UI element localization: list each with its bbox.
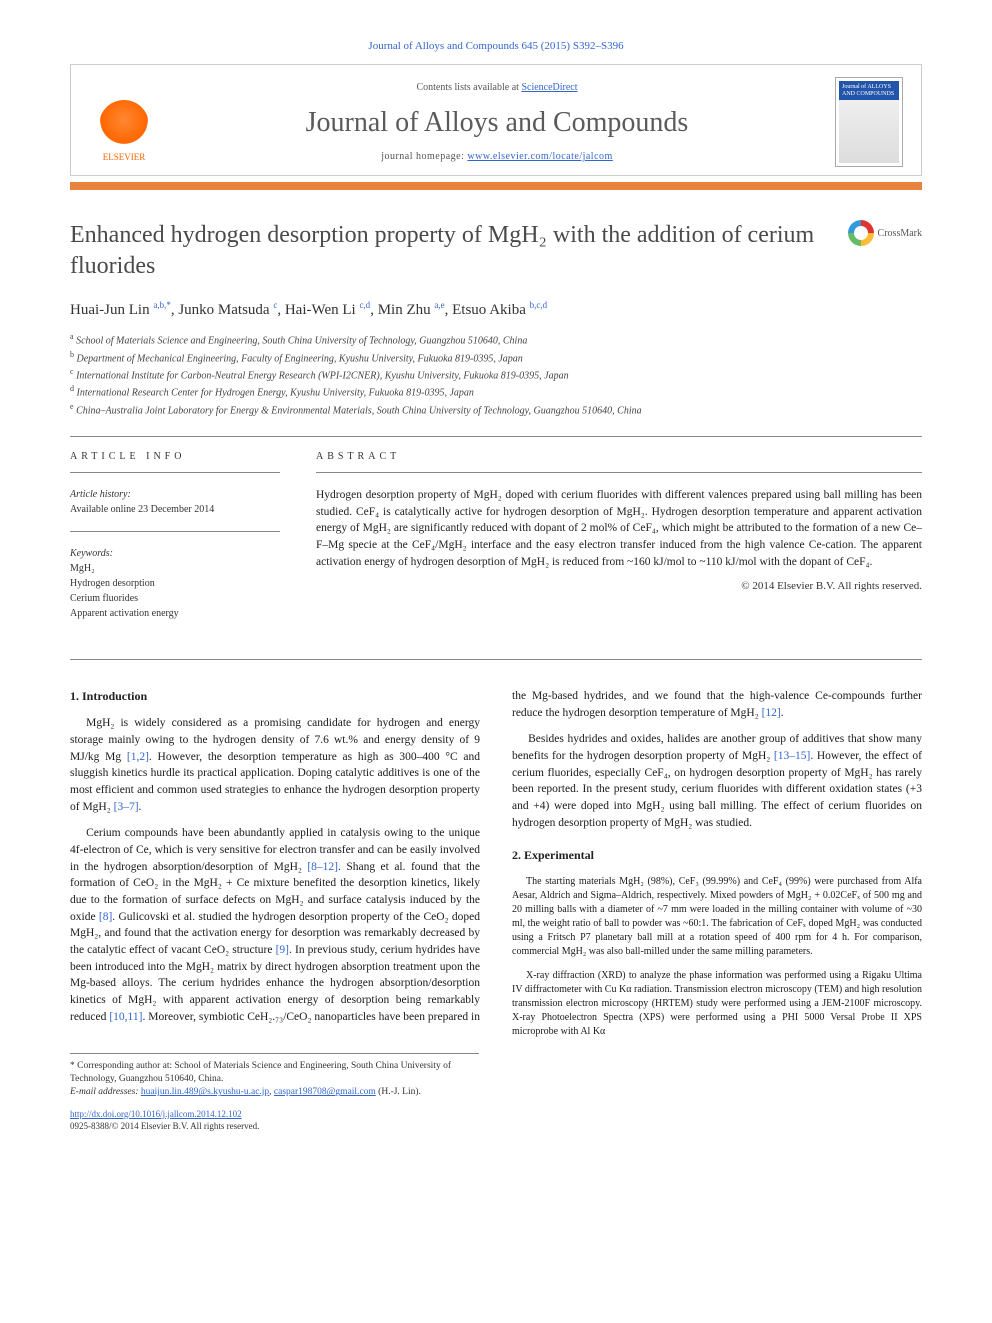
- section-intro-heading: 1. Introduction: [70, 688, 480, 705]
- keyword: Hydrogen desorption: [70, 576, 280, 591]
- abstract-copyright: © 2014 Elsevier B.V. All rights reserved…: [316, 580, 922, 592]
- elsevier-logo-icon: ELSEVIER: [89, 82, 159, 162]
- article-history-label: Article history:: [70, 487, 280, 502]
- authors-line: Huai-Jun Lin a,b,*, Junko Matsuda c, Hai…: [70, 300, 922, 319]
- crossmark-label: CrossMark: [878, 228, 922, 239]
- journal-homepage-line: journal homepage: www.elsevier.com/locat…: [159, 151, 835, 162]
- doi-link[interactable]: http://dx.doi.org/10.1016/j.jallcom.2014…: [70, 1109, 242, 1119]
- author-email-1[interactable]: huaijun.lin.489@s.kyushu-u.ac.jp: [141, 1087, 269, 1097]
- author-email-2[interactable]: caspar198708@gmail.com: [274, 1087, 376, 1097]
- intro-paragraph-1: MgH₂ is widely considered as a promising…: [70, 715, 480, 815]
- affiliation-line: b Department of Mechanical Engineering, …: [70, 349, 922, 366]
- header-citation: Journal of Alloys and Compounds 645 (201…: [70, 40, 922, 52]
- article-history-value: Available online 23 December 2014: [70, 502, 280, 517]
- abstract-text: Hydrogen desorption property of MgH₂ dop…: [316, 487, 922, 570]
- keyword: Cerium fluorides: [70, 591, 280, 606]
- affiliation-line: a School of Materials Science and Engine…: [70, 331, 922, 348]
- body-text: 1. Introduction MgH₂ is widely considere…: [70, 688, 922, 1039]
- email-line: E-mail addresses: huaijun.lin.489@s.kyus…: [70, 1086, 479, 1099]
- article-info-heading: ARTICLE INFO: [70, 451, 280, 462]
- journal-name: Journal of Alloys and Compounds: [159, 107, 835, 139]
- crossmark-badge[interactable]: CrossMark: [848, 220, 922, 246]
- experimental-paragraph-2: X-ray diffraction (XRD) to analyze the p…: [512, 969, 922, 1039]
- journal-cover-icon: Journal of ALLOYS AND COMPOUNDS: [835, 77, 903, 167]
- affiliation-line: d International Research Center for Hydr…: [70, 383, 922, 400]
- abstract-heading: ABSTRACT: [316, 451, 922, 462]
- affiliation-line: c International Institute for Carbon-Neu…: [70, 366, 922, 383]
- keyword: Apparent activation energy: [70, 606, 280, 621]
- crossmark-icon: [848, 220, 874, 246]
- corresponding-author-note: * Corresponding author at: School of Mat…: [70, 1060, 479, 1087]
- rule-top: [70, 436, 922, 437]
- footnotes: * Corresponding author at: School of Mat…: [70, 1053, 479, 1133]
- journal-homepage-link[interactable]: www.elsevier.com/locate/jalcom: [467, 151, 612, 162]
- keywords-list: MgH₂Hydrogen desorptionCerium fluoridesA…: [70, 561, 280, 621]
- masthead: ELSEVIER Contents lists available at Sci…: [70, 64, 922, 176]
- intro-paragraph-3: Besides hydrides and oxides, halides are…: [512, 731, 922, 831]
- affiliation-line: e China–Australia Joint Laboratory for E…: [70, 401, 922, 418]
- keyword: MgH₂: [70, 561, 280, 576]
- article-info: ARTICLE INFO Article history: Available …: [70, 451, 280, 635]
- article-title: Enhanced hydrogen desorption property of…: [70, 220, 828, 282]
- affiliations: a School of Materials Science and Engine…: [70, 331, 922, 418]
- experimental-paragraph-1: The starting materials MgH₂ (98%), CeF₃ …: [512, 875, 922, 959]
- issn-copyright: 0925-8388/© 2014 Elsevier B.V. All right…: [70, 1120, 479, 1133]
- keywords-label: Keywords:: [70, 546, 280, 561]
- abstract: ABSTRACT Hydrogen desorption property of…: [316, 451, 922, 635]
- orange-divider: [70, 182, 922, 190]
- section-experimental-heading: 2. Experimental: [512, 847, 922, 864]
- contents-list-line: Contents lists available at ScienceDirec…: [159, 82, 835, 93]
- sciencedirect-link[interactable]: ScienceDirect: [521, 82, 577, 93]
- rule-mid: [70, 659, 922, 660]
- publisher-name: ELSEVIER: [103, 152, 146, 162]
